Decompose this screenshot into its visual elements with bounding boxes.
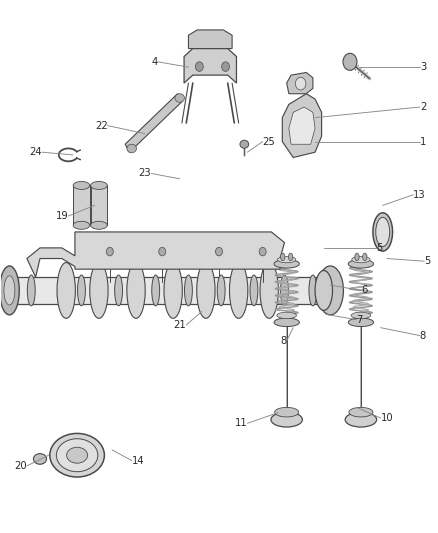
Ellipse shape	[373, 213, 392, 251]
Ellipse shape	[349, 407, 373, 417]
Ellipse shape	[217, 275, 225, 306]
Text: 4: 4	[152, 57, 158, 67]
Ellipse shape	[348, 318, 374, 327]
Text: 5: 5	[424, 256, 431, 266]
Ellipse shape	[4, 276, 15, 305]
Ellipse shape	[90, 263, 108, 318]
Ellipse shape	[271, 412, 302, 427]
Ellipse shape	[240, 140, 249, 148]
Ellipse shape	[348, 260, 374, 268]
Polygon shape	[289, 107, 315, 144]
Text: 6: 6	[361, 286, 367, 295]
Circle shape	[295, 77, 306, 90]
Ellipse shape	[376, 217, 390, 247]
Circle shape	[215, 247, 223, 256]
Ellipse shape	[127, 144, 137, 153]
Ellipse shape	[33, 454, 46, 464]
Text: 22: 22	[95, 120, 108, 131]
Text: 1: 1	[420, 136, 426, 147]
Text: 2: 2	[420, 102, 426, 112]
Ellipse shape	[184, 275, 192, 306]
Circle shape	[222, 62, 230, 71]
Ellipse shape	[317, 266, 343, 315]
Ellipse shape	[50, 433, 104, 477]
Ellipse shape	[260, 263, 279, 318]
Ellipse shape	[0, 266, 19, 315]
Ellipse shape	[363, 253, 367, 261]
Polygon shape	[283, 94, 321, 158]
Polygon shape	[10, 277, 324, 304]
Ellipse shape	[275, 407, 299, 417]
Text: 20: 20	[14, 461, 27, 471]
Polygon shape	[91, 185, 107, 225]
Ellipse shape	[281, 253, 285, 261]
Polygon shape	[188, 30, 232, 49]
Ellipse shape	[175, 94, 184, 102]
Ellipse shape	[78, 275, 85, 306]
Text: 8: 8	[280, 336, 287, 346]
Circle shape	[159, 247, 166, 256]
Text: 23: 23	[139, 168, 151, 179]
Ellipse shape	[91, 221, 107, 229]
Circle shape	[106, 247, 113, 256]
Text: 24: 24	[29, 147, 42, 157]
Circle shape	[195, 62, 203, 71]
Ellipse shape	[277, 312, 297, 319]
Text: 3: 3	[420, 62, 426, 72]
Ellipse shape	[57, 263, 75, 318]
Ellipse shape	[67, 447, 88, 463]
Text: 19: 19	[56, 211, 68, 221]
Text: 10: 10	[381, 413, 393, 423]
Text: 14: 14	[132, 456, 144, 465]
Text: 25: 25	[263, 136, 276, 147]
Text: 5: 5	[376, 243, 382, 253]
Text: 13: 13	[413, 190, 426, 200]
Ellipse shape	[73, 181, 90, 189]
Ellipse shape	[152, 275, 159, 306]
Ellipse shape	[315, 270, 332, 310]
Ellipse shape	[278, 256, 296, 263]
Ellipse shape	[309, 275, 317, 306]
Circle shape	[259, 247, 266, 256]
Text: 8: 8	[420, 330, 426, 341]
Ellipse shape	[73, 221, 90, 229]
Ellipse shape	[127, 263, 145, 318]
Ellipse shape	[355, 253, 359, 261]
Polygon shape	[184, 49, 237, 83]
Ellipse shape	[274, 318, 299, 327]
Ellipse shape	[115, 275, 123, 306]
Text: 11: 11	[235, 418, 247, 429]
Ellipse shape	[91, 181, 107, 189]
Ellipse shape	[281, 275, 288, 306]
Ellipse shape	[57, 439, 98, 472]
Ellipse shape	[351, 312, 371, 319]
Ellipse shape	[352, 256, 370, 263]
Ellipse shape	[250, 275, 258, 306]
Ellipse shape	[197, 263, 215, 318]
Ellipse shape	[274, 260, 299, 268]
Ellipse shape	[27, 275, 35, 306]
Ellipse shape	[230, 263, 248, 318]
Polygon shape	[125, 94, 182, 152]
Text: 7: 7	[357, 314, 363, 325]
Ellipse shape	[345, 412, 377, 427]
Ellipse shape	[164, 263, 182, 318]
Text: 21: 21	[173, 320, 186, 330]
Circle shape	[343, 53, 357, 70]
Polygon shape	[287, 72, 313, 94]
Polygon shape	[73, 185, 90, 225]
Polygon shape	[27, 232, 285, 277]
Ellipse shape	[288, 253, 293, 261]
